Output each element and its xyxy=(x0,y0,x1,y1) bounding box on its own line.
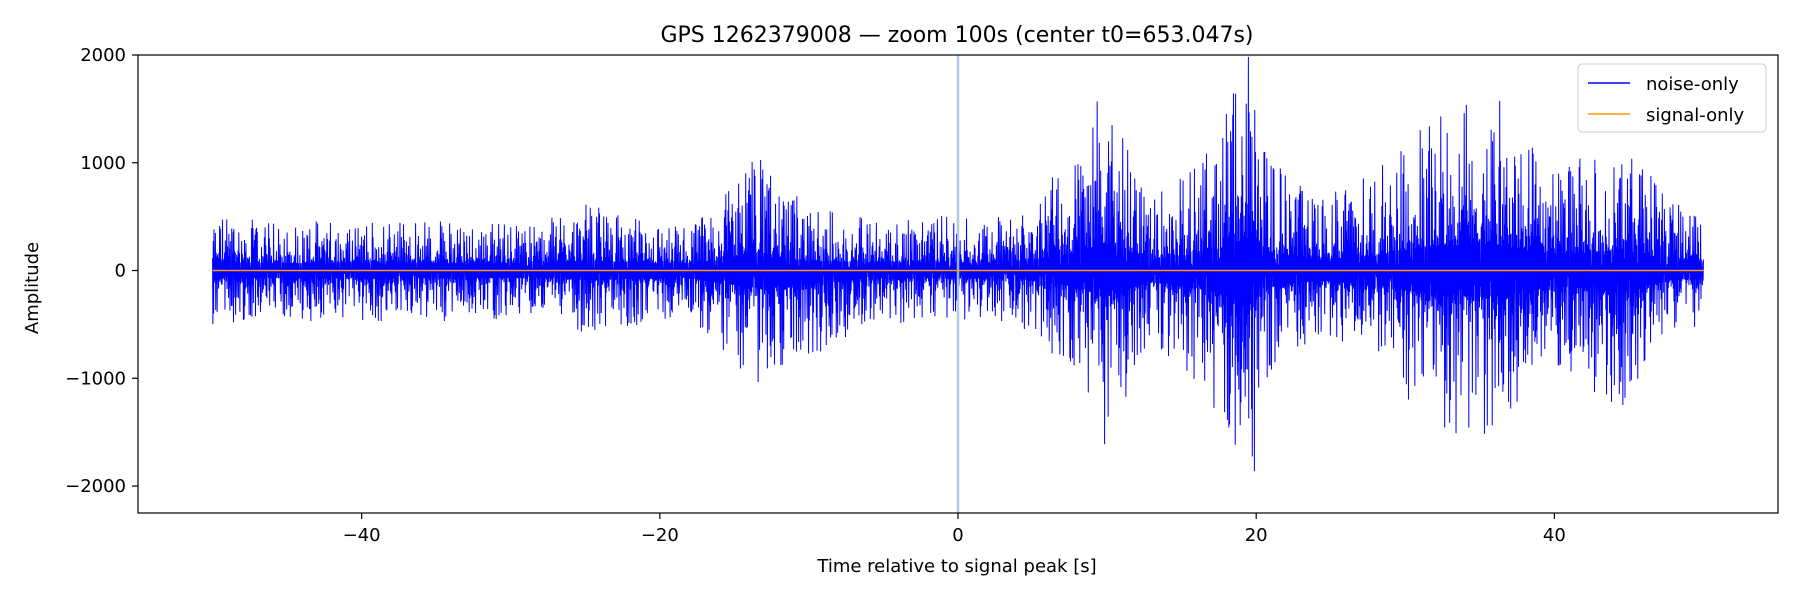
legend-box xyxy=(1577,63,1767,133)
x-tick-label: −20 xyxy=(641,525,679,546)
x-tick-label: 0 xyxy=(952,525,963,546)
x-axis-title: Time relative to signal peak [s] xyxy=(816,556,1096,577)
chart-title: GPS 1262379008 — zoom 100s (center t0=65… xyxy=(660,23,1253,48)
y-tick-label: 0 xyxy=(115,261,126,282)
x-tick-label: 20 xyxy=(1245,525,1268,546)
legend-label-signal-only: signal-only xyxy=(1646,105,1744,126)
x-tick-label: −40 xyxy=(343,525,381,546)
y-axis-title: Amplitude xyxy=(22,242,43,334)
y-tick-label: 1000 xyxy=(80,153,126,174)
legend: noise-only signal-only xyxy=(1577,63,1767,133)
y-tick-label: 2000 xyxy=(80,45,126,66)
plot-area: −40 −20 0 20 40 2000 1000 0 −1000 −2000 xyxy=(65,45,1779,546)
y-tick-label: −1000 xyxy=(65,368,126,389)
x-tick-label: 40 xyxy=(1543,525,1566,546)
legend-label-noise-only: noise-only xyxy=(1646,74,1739,95)
y-tick-label: −2000 xyxy=(65,476,126,497)
